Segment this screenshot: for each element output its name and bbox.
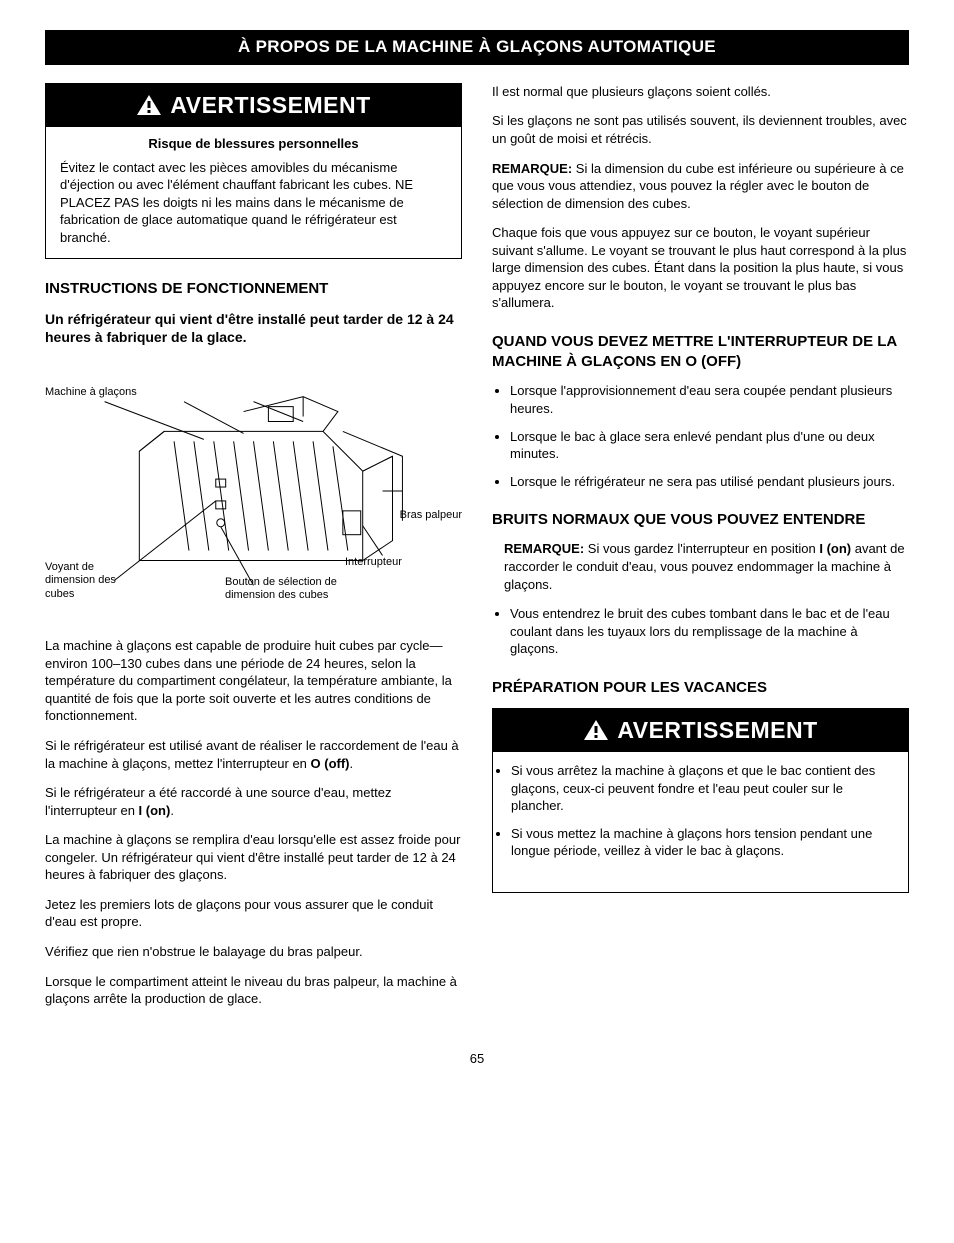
left-column: AVERTISSEMENT Risque de blessures person… bbox=[45, 83, 462, 1020]
para-connected-bold: I (on) bbox=[139, 803, 171, 818]
para-verify: Vérifiez que rien n'obstrue le balayage … bbox=[45, 943, 462, 961]
right-column: Il est normal que plusieurs glaçons soie… bbox=[492, 83, 909, 1020]
noise-remark-pre: Si vous gardez l'interrupteur en positio… bbox=[584, 541, 819, 556]
warning-header-2: AVERTISSEMENT bbox=[493, 709, 908, 752]
warning-subhead-1: Risque de blessures personnelles bbox=[60, 135, 447, 153]
heading-vacation: PRÉPARATION POUR LES VACANCES bbox=[492, 678, 909, 698]
list-item: Si vous arrêtez la machine à glaçons et … bbox=[511, 762, 894, 815]
warning-text-1: Évitez le contact avec les pièces amovib… bbox=[60, 159, 447, 247]
para-connected-post: . bbox=[170, 803, 174, 818]
page-title-bar: À PROPOS DE LA MACHINE À GLAÇONS AUTOMAT… bbox=[45, 30, 909, 65]
diagram-label-machine: Machine à glaçons bbox=[45, 386, 137, 399]
warning-body-1: Risque de blessures personnelles Évitez … bbox=[46, 127, 461, 258]
warning-box-2: AVERTISSEMENT Si vous arrêtez la machine… bbox=[492, 708, 909, 893]
content-columns: AVERTISSEMENT Risque de blessures person… bbox=[45, 83, 909, 1020]
list-item: Lorsque le réfrigérateur ne sera pas uti… bbox=[510, 473, 909, 491]
warning-box-1: AVERTISSEMENT Risque de blessures person… bbox=[45, 83, 462, 259]
para-discard: Jetez les premiers lots de glaçons pour … bbox=[45, 896, 462, 931]
noise-remark-bold: REMARQUE: bbox=[504, 541, 584, 556]
para-before-bold: O (off) bbox=[311, 756, 350, 771]
diagram-label-interrupteur: Interrupteur bbox=[345, 556, 402, 569]
para-connected-pre: Si le réfrigérateur a été raccordé à une… bbox=[45, 785, 391, 818]
warning-header-text-2: AVERTISSEMENT bbox=[617, 715, 817, 746]
list-item: Lorsque l'approvisionnement d'eau sera c… bbox=[510, 382, 909, 417]
ice-maker-diagram: Machine à glaçons Voyant de dimension de… bbox=[45, 361, 462, 621]
para-remark-size: REMARQUE: Si la dimension du cube est in… bbox=[492, 160, 909, 213]
para-noise-remark: REMARQUE: Si vous gardez l'interrupteur … bbox=[492, 540, 909, 593]
noise-list: Vous entendrez le bruit des cubes tomban… bbox=[492, 605, 909, 658]
para-fill: La machine à glaçons se remplira d'eau l… bbox=[45, 831, 462, 884]
subheading-fridge: Un réfrigérateur qui vient d'être instal… bbox=[45, 310, 462, 348]
para-before-post: . bbox=[350, 756, 354, 771]
para-level: Lorsque le compartiment atteint le nivea… bbox=[45, 973, 462, 1008]
off-list: Lorsque l'approvisionnement d'eau sera c… bbox=[492, 382, 909, 490]
warning-header-text-1: AVERTISSEMENT bbox=[170, 90, 370, 121]
page-title: À PROPOS DE LA MACHINE À GLAÇONS AUTOMAT… bbox=[238, 37, 716, 56]
warning-triangle-icon bbox=[136, 94, 162, 116]
list-item: Vous entendrez le bruit des cubes tomban… bbox=[510, 605, 909, 658]
list-item: Lorsque le bac à glace sera enlevé penda… bbox=[510, 428, 909, 463]
list-item: Si vous mettez la machine à glaçons hors… bbox=[511, 825, 894, 860]
para-before-pre: Si le réfrigérateur est utilisé avant de… bbox=[45, 738, 459, 771]
diagram-label-bouton: Bouton de sélection de dimension des cub… bbox=[225, 576, 365, 602]
para-button: Chaque fois que vous appuyez sur ce bout… bbox=[492, 224, 909, 312]
warning-header-1: AVERTISSEMENT bbox=[46, 84, 461, 127]
para-unused: Si les glaçons ne sont pas utilisés souv… bbox=[492, 112, 909, 147]
warning-2-list: Si vous arrêtez la machine à glaçons et … bbox=[493, 756, 908, 880]
warning-triangle-icon bbox=[583, 719, 609, 741]
noise-remark-mid: I (on) bbox=[819, 541, 851, 556]
diagram-label-bras: Bras palpeur bbox=[400, 509, 462, 522]
heading-instructions: INSTRUCTIONS DE FONCTIONNEMENT bbox=[45, 279, 462, 299]
heading-off: QUAND VOUS DEVEZ METTRE L'INTERRUPTEUR D… bbox=[492, 332, 909, 373]
para-normal: Il est normal que plusieurs glaçons soie… bbox=[492, 83, 909, 101]
diagram-label-voyant: Voyant de dimension des cubes bbox=[45, 561, 140, 601]
page-number: 65 bbox=[45, 1050, 909, 1068]
heading-noise: BRUITS NORMAUX QUE VOUS POUVEZ ENTENDRE bbox=[492, 510, 909, 530]
remark-bold: REMARQUE: bbox=[492, 161, 572, 176]
para-capable: La machine à glaçons est capable de prod… bbox=[45, 637, 462, 725]
para-before: Si le réfrigérateur est utilisé avant de… bbox=[45, 737, 462, 772]
para-connected: Si le réfrigérateur a été raccordé à une… bbox=[45, 784, 462, 819]
